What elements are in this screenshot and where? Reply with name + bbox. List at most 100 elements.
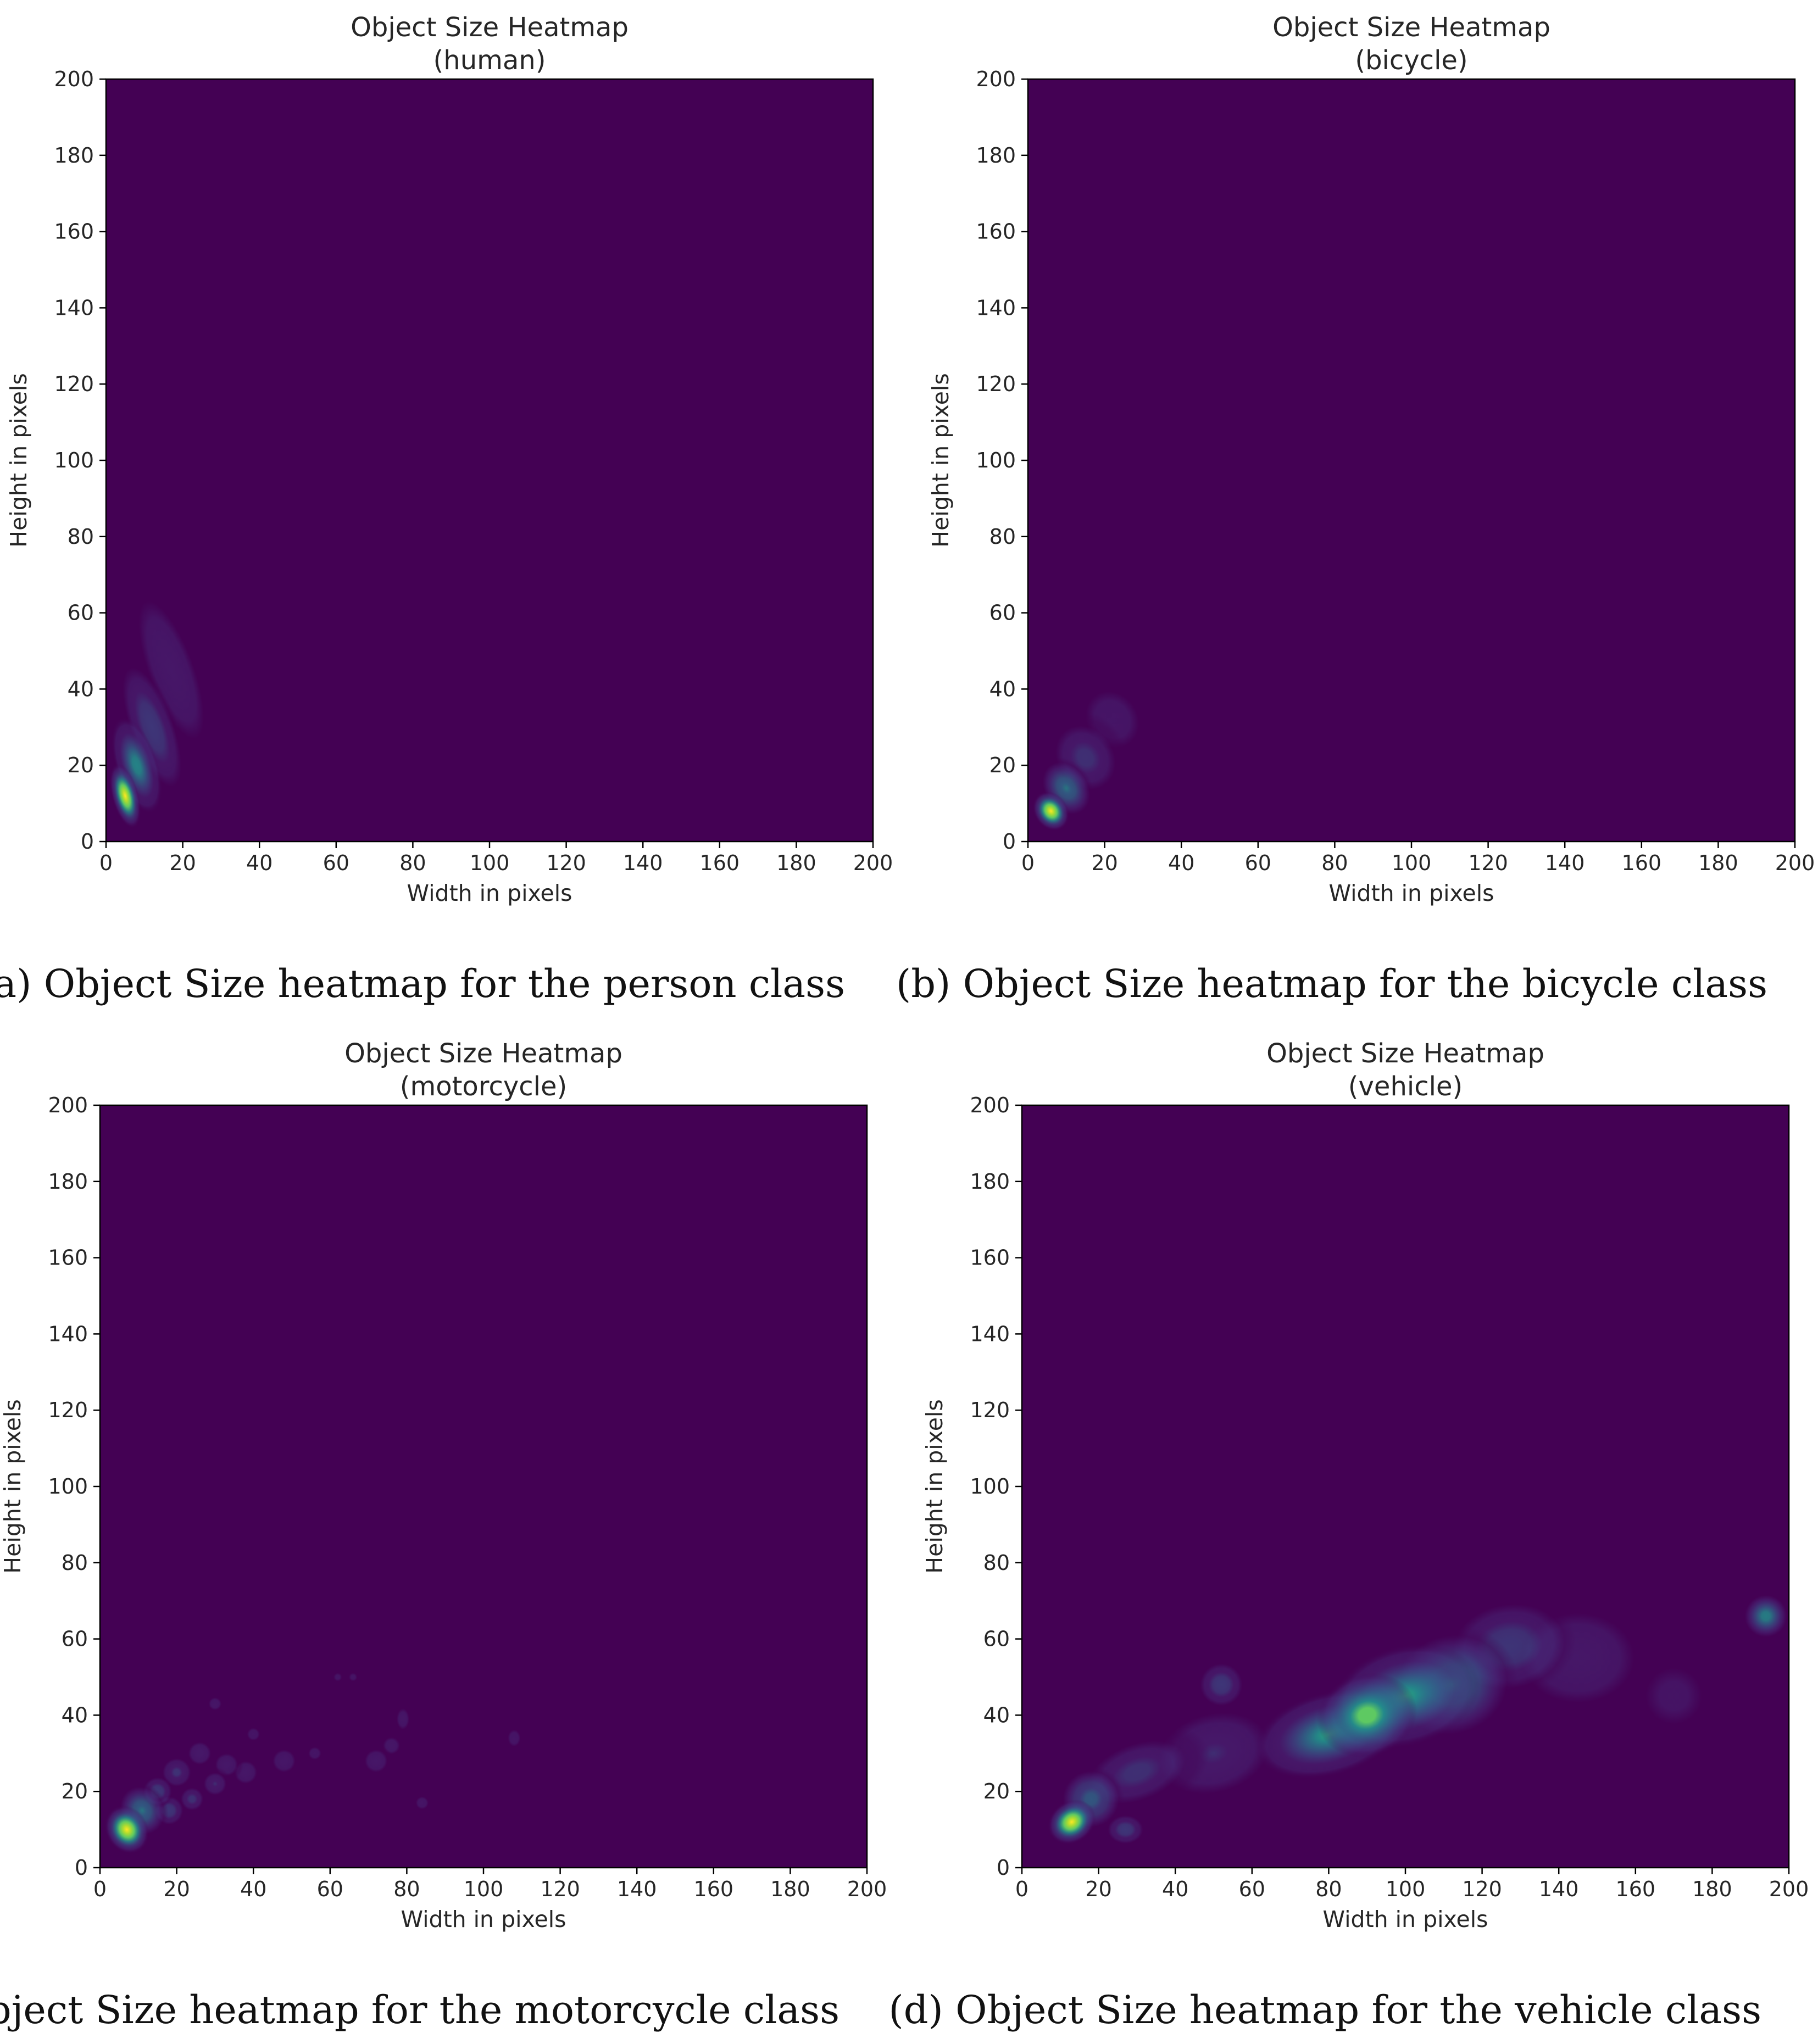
figure-caption: (b) Object Size heatmap for the bicycle … bbox=[896, 961, 1767, 1006]
figure-caption: (d) Object Size heatmap for the vehicle … bbox=[888, 1987, 1761, 2032]
heatmap-hotspot bbox=[241, 1722, 266, 1747]
caption-tag: (d) bbox=[888, 1987, 943, 2032]
x-tick-label: 40 bbox=[1162, 1877, 1188, 1901]
heatmap-hotspot bbox=[302, 1740, 327, 1766]
x-tick-label: 200 bbox=[1775, 851, 1815, 875]
x-axis-label: Width in pixels bbox=[401, 1906, 566, 1932]
chart-subtitle: (bicycle) bbox=[1355, 45, 1467, 76]
y-tick-label: 20 bbox=[989, 753, 1016, 777]
heatmap-hotspot bbox=[267, 1744, 301, 1778]
heatmap-density bbox=[109, 541, 233, 829]
y-tick-label: 100 bbox=[48, 1474, 88, 1499]
chart-title: Object Size Heatmap bbox=[1272, 12, 1550, 43]
heatmap-density bbox=[1048, 1340, 1789, 1847]
y-tick-label: 120 bbox=[976, 372, 1016, 396]
x-tick-label: 0 bbox=[99, 851, 113, 875]
y-tick-label: 140 bbox=[48, 1322, 88, 1346]
chart-subtitle: (human) bbox=[433, 45, 546, 76]
y-axis-label: Height in pixels bbox=[927, 373, 954, 547]
x-tick-label: 20 bbox=[1085, 1877, 1111, 1901]
y-tick-label: 160 bbox=[976, 220, 1016, 244]
heatmap-hotspot bbox=[147, 541, 233, 700]
heatmap-hotspot bbox=[501, 1721, 527, 1755]
heatmap-hotspot bbox=[340, 1664, 366, 1690]
x-tick-label: 140 bbox=[1545, 851, 1585, 875]
heatmap-hotspot bbox=[359, 1744, 393, 1778]
y-tick-label: 60 bbox=[68, 601, 94, 625]
y-tick-label: 200 bbox=[48, 1093, 88, 1117]
chart-title: Object Size Heatmap bbox=[351, 12, 629, 43]
x-axis-label: Width in pixels bbox=[1329, 880, 1494, 906]
x-tick-label: 20 bbox=[163, 1877, 190, 1901]
y-tick-label: 40 bbox=[62, 1703, 88, 1727]
heatmap-hotspot bbox=[390, 1698, 416, 1740]
y-tick-label: 160 bbox=[54, 220, 94, 244]
x-tick-label: 140 bbox=[623, 851, 663, 875]
x-tick-label: 40 bbox=[246, 851, 273, 875]
x-tick-label: 160 bbox=[1616, 1877, 1656, 1901]
heatmap-hotspot bbox=[1196, 1659, 1247, 1710]
heatmap-hotspot bbox=[182, 1736, 217, 1770]
x-tick-label: 60 bbox=[317, 1877, 343, 1901]
y-tick-label: 200 bbox=[54, 67, 94, 91]
x-tick-label: 120 bbox=[1462, 1877, 1502, 1901]
heatmap-hotspot bbox=[202, 1691, 228, 1717]
heatmap-hotspot bbox=[109, 763, 141, 829]
y-axis-label: Height in pixels bbox=[921, 1399, 948, 1573]
y-tick-label: 180 bbox=[48, 1169, 88, 1194]
chart-subtitle: (vehicle) bbox=[1348, 1071, 1463, 1102]
x-tick-label: 160 bbox=[700, 851, 740, 875]
x-tick-label: 60 bbox=[323, 851, 349, 875]
x-tick-label: 60 bbox=[1245, 851, 1271, 875]
y-tick-label: 80 bbox=[983, 1551, 1010, 1575]
x-tick-label: 160 bbox=[1622, 851, 1662, 875]
heatmap-hotspot bbox=[111, 717, 163, 814]
caption-text: Object Size heatmap for the motorcycle c… bbox=[0, 1987, 839, 2032]
figure-caption: (a) Object Size heatmap for the person c… bbox=[0, 961, 845, 1006]
y-tick-label: 160 bbox=[970, 1246, 1010, 1270]
y-tick-label: 0 bbox=[997, 1856, 1010, 1880]
heatmap-background bbox=[106, 79, 873, 842]
x-tick-label: 100 bbox=[464, 1877, 504, 1901]
x-tick-label: 200 bbox=[847, 1877, 887, 1901]
heatmap-hotspot bbox=[1048, 1799, 1096, 1845]
x-tick-label: 200 bbox=[853, 851, 893, 875]
x-tick-label: 40 bbox=[240, 1877, 266, 1901]
x-tick-label: 80 bbox=[1321, 851, 1348, 875]
x-tick-label: 0 bbox=[1021, 851, 1035, 875]
y-tick-label: 60 bbox=[62, 1627, 88, 1651]
caption-text: Object Size heatmap for the person class bbox=[31, 961, 845, 1006]
y-tick-label: 200 bbox=[970, 1093, 1010, 1117]
x-tick-label: 20 bbox=[1091, 851, 1118, 875]
y-tick-label: 0 bbox=[75, 1856, 88, 1880]
y-tick-label: 0 bbox=[1003, 829, 1016, 854]
heatmap-hotspot bbox=[104, 1805, 149, 1854]
x-axis-label: Width in pixels bbox=[1323, 1906, 1488, 1932]
heatmap-panel-a: 0 20 40 60 80 100 120 140 160 180 200 0 20 40 60 80 100 1… bbox=[0, 12, 893, 1006]
heatmap-density bbox=[1032, 663, 1177, 831]
x-tick-label: 180 bbox=[776, 851, 816, 875]
y-tick-label: 120 bbox=[48, 1398, 88, 1422]
x-tick-label: 0 bbox=[1015, 1877, 1028, 1901]
heatmap-hotspot bbox=[116, 655, 187, 799]
y-tick-label: 120 bbox=[970, 1398, 1010, 1422]
y-tick-label: 0 bbox=[81, 829, 94, 854]
y-axis-label: Height in pixels bbox=[5, 373, 32, 547]
y-tick-label: 140 bbox=[976, 296, 1016, 320]
caption-text: Object Size heatmap for the vehicle clas… bbox=[943, 1987, 1761, 2032]
y-tick-label: 40 bbox=[989, 677, 1016, 701]
chart-subtitle: (motorcycle) bbox=[400, 1071, 568, 1102]
y-tick-label: 200 bbox=[976, 67, 1016, 91]
y-tick-label: 20 bbox=[62, 1779, 88, 1803]
heatmap-hotspot bbox=[122, 567, 220, 773]
chart-title: Object Size Heatmap bbox=[1266, 1038, 1544, 1069]
figure-caption: (c) Object Size heatmap for the motorcyc… bbox=[0, 1987, 839, 2032]
y-tick-label: 100 bbox=[54, 448, 94, 472]
chart-title: Object Size Heatmap bbox=[344, 1038, 622, 1069]
y-tick-label: 180 bbox=[970, 1169, 1010, 1194]
caption-tag: (a) bbox=[0, 961, 31, 1006]
y-tick-label: 140 bbox=[54, 296, 94, 320]
heatmap-panel-d: 0 20 40 60 80 100 120 140 160 180 200 0 20 40 60 80 100 1… bbox=[888, 1038, 1809, 2032]
y-tick-label: 100 bbox=[970, 1474, 1010, 1499]
